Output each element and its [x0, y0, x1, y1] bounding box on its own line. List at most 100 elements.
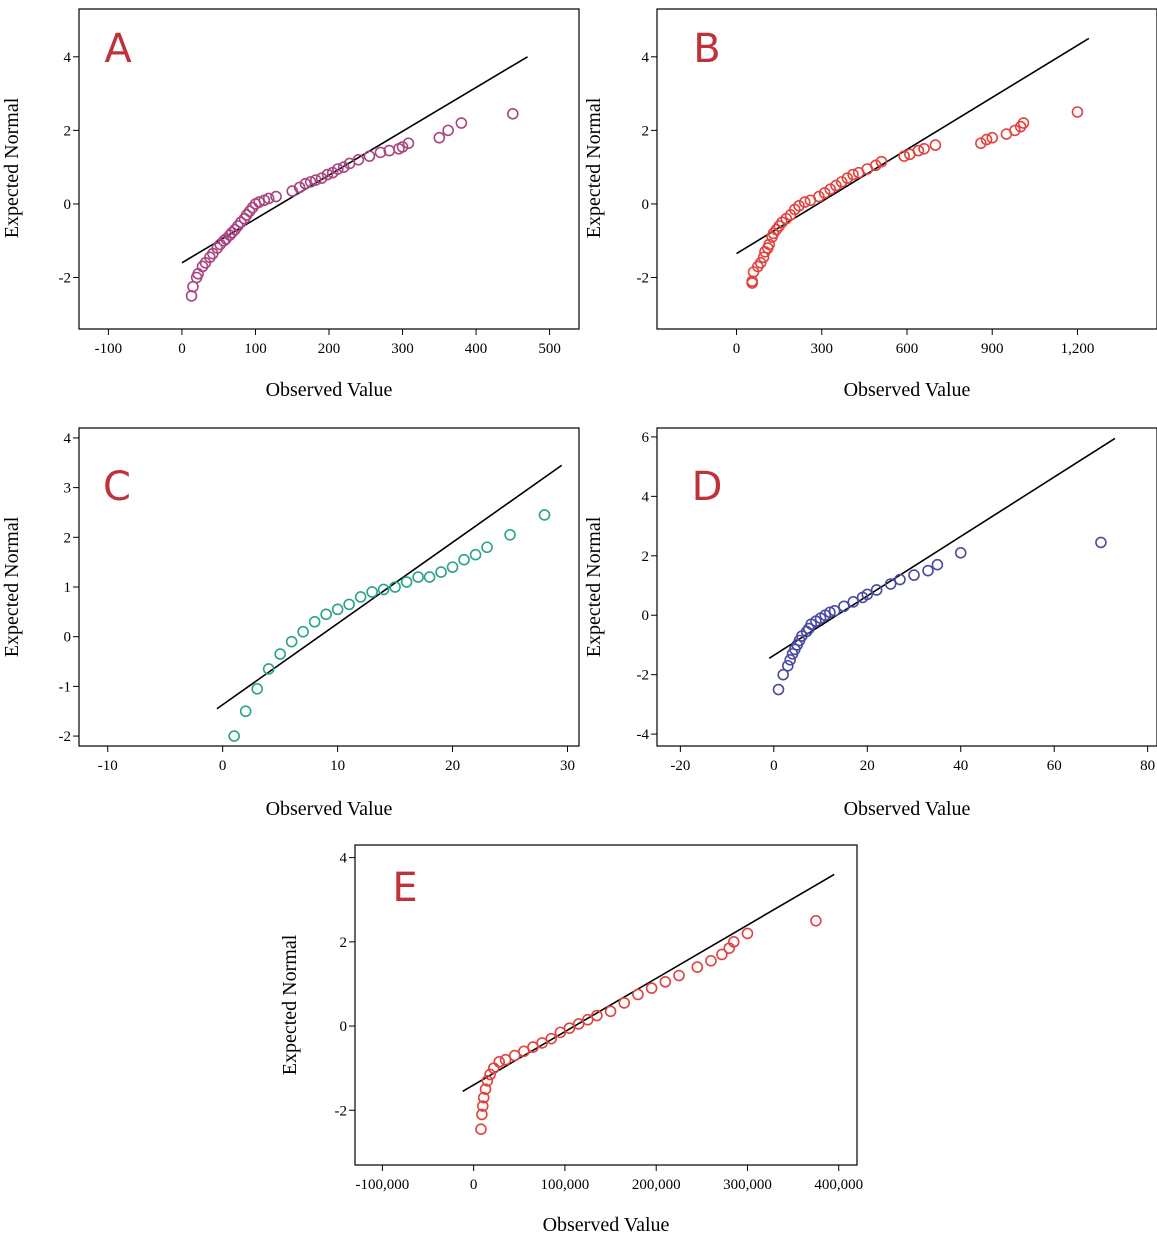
data-point — [527, 1041, 539, 1053]
x-tick-label: 300,000 — [723, 1177, 772, 1193]
data-point — [458, 553, 470, 566]
data-point — [618, 997, 631, 1009]
y-tick-label: -1 — [59, 679, 72, 695]
y-tick-label: 2 — [642, 123, 650, 139]
x-tick-label: 0 — [470, 1177, 478, 1193]
data-point — [898, 150, 910, 162]
y-tick-label: 4 — [642, 50, 650, 66]
data-point — [604, 1005, 617, 1018]
x-tick-label: 20 — [860, 758, 875, 774]
data-point — [538, 509, 551, 521]
data-point — [304, 176, 317, 188]
data-point — [352, 154, 365, 166]
data-point — [433, 131, 446, 144]
data-point — [484, 1068, 496, 1081]
data-point — [884, 578, 897, 590]
x-tick-label: 0 — [219, 758, 227, 774]
data-point — [782, 659, 794, 672]
data-point — [912, 144, 925, 157]
data-point — [475, 1123, 487, 1136]
data-point — [508, 1049, 521, 1062]
data-point — [337, 161, 350, 173]
data-point — [894, 573, 906, 586]
data-point — [455, 117, 468, 129]
y-tick-label: 2 — [340, 935, 348, 951]
data-point — [975, 137, 987, 150]
x-tick-label: -10 — [98, 758, 118, 774]
y-tick-label: 2 — [642, 549, 650, 565]
data-point — [366, 586, 378, 598]
data-point — [772, 683, 785, 696]
data-point — [830, 179, 842, 192]
data-point — [412, 571, 424, 583]
panel-label: C — [103, 464, 131, 510]
y-tick-label: 4 — [642, 489, 650, 505]
data-point — [332, 163, 344, 175]
x-axis-label: Observed Value — [266, 379, 393, 401]
y-tick-label: 2 — [64, 123, 72, 139]
x-tick-label: 10 — [330, 758, 345, 774]
y-tick-label: 4 — [64, 431, 72, 447]
data-point — [297, 625, 309, 638]
data-point — [343, 598, 355, 611]
data-point — [875, 155, 888, 168]
data-point — [504, 529, 516, 541]
x-tick-label: 0 — [770, 758, 778, 774]
data-point — [321, 168, 334, 181]
data-point — [673, 969, 685, 982]
x-tick-label: 80 — [1140, 758, 1155, 774]
data-point — [824, 183, 837, 196]
data-point — [469, 548, 482, 561]
data-point — [645, 982, 658, 994]
y-tick-label: -2 — [637, 271, 650, 287]
data-point — [757, 251, 770, 264]
data-point — [705, 954, 717, 967]
data-point — [320, 608, 332, 621]
data-point — [581, 1013, 594, 1026]
y-tick-label: 0 — [340, 1019, 348, 1035]
x-tick-label: 30 — [560, 758, 575, 774]
data-point — [476, 1108, 488, 1121]
x-tick-label: 300 — [811, 341, 834, 357]
data-point — [442, 124, 454, 137]
data-point — [1071, 106, 1084, 118]
x-tick-label: -20 — [670, 758, 690, 774]
y-tick-label: -2 — [59, 271, 72, 287]
panel-label: E — [392, 865, 417, 911]
data-point — [838, 600, 850, 613]
y-axis-label: Expected Normal — [583, 516, 605, 657]
data-point — [554, 1026, 567, 1039]
data-point — [315, 172, 328, 184]
x-tick-label: 400,000 — [814, 1177, 863, 1193]
y-tick-label: 0 — [642, 197, 650, 213]
data-point — [908, 569, 920, 581]
data-point — [476, 1100, 489, 1112]
y-tick-label: 0 — [64, 197, 72, 213]
plot-frame — [656, 427, 1157, 747]
data-point — [754, 256, 767, 269]
data-point — [980, 133, 993, 146]
data-point — [929, 139, 942, 151]
data-point — [563, 1022, 576, 1034]
data-point — [377, 583, 390, 596]
data-point — [861, 588, 874, 601]
data-point — [824, 606, 836, 619]
x-tick-label: 20 — [445, 758, 460, 774]
data-point — [363, 150, 376, 162]
data-point — [396, 141, 409, 153]
x-axis-label: Observed Value — [266, 798, 393, 820]
data-point — [262, 192, 275, 205]
chart-panel-a: -2 0 2 4 -100 0 100 200 300 400 500 Observed Value E… — [1, 8, 580, 401]
y-tick-label: -2 — [59, 729, 72, 745]
y-tick-label: 4 — [64, 50, 72, 66]
data-point — [309, 174, 322, 186]
data-point — [591, 1009, 603, 1022]
x-tick-label: 40 — [953, 758, 968, 774]
data-point — [479, 1083, 492, 1096]
y-axis-label: Expected Normal — [279, 934, 301, 1075]
data-point — [847, 168, 859, 181]
data-point — [847, 596, 860, 608]
data-point — [835, 176, 848, 188]
